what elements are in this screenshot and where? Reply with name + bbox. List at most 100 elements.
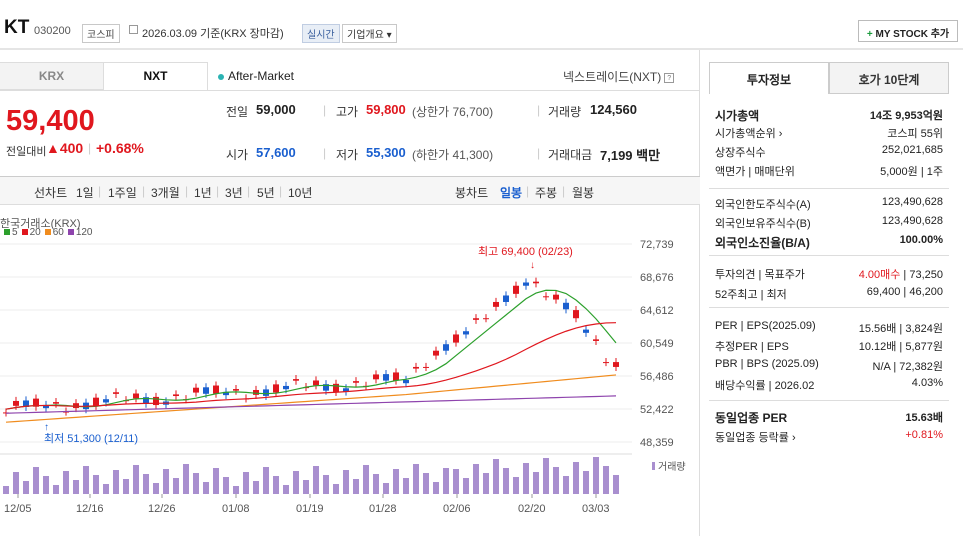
volume-bar [193,473,199,494]
period-1d[interactable]: 1일 [76,186,94,200]
high-value: 59,800 [366,102,406,117]
candle-monthly[interactable]: 월봉 [572,186,595,200]
volume-bar [243,472,249,494]
volume-bar [63,471,69,494]
period-3m[interactable]: 3개월 [151,186,180,200]
corp-overview-dropdown[interactable]: 기업개요 ▾ [342,24,397,43]
volume-bar [433,482,439,494]
x-tick-label: 12/05 [4,503,32,515]
volume-bar [453,469,459,494]
volume-bar [613,475,619,494]
candle-daily[interactable]: 일봉 [500,186,523,200]
volume-bar [473,464,479,494]
current-price: 59,400 [6,105,95,137]
legend-swatch [4,229,10,235]
chart-title: 한국거래소(KRX) [0,218,81,230]
candle-weekly[interactable]: 주봉 [535,186,558,200]
tab-order-book[interactable]: 호가 10단계 [829,62,949,94]
volume-bar [333,484,339,494]
invest-row-value: 5,000원 | 1주 [880,166,943,178]
period-5y[interactable]: 5년 [257,186,275,200]
price-chart[interactable]: 72,739 68,676 64,612 60,549 56,486 52,422 48,3… [0,232,700,536]
change-label: 전일대비 [6,146,47,158]
invest-row-value: 4.00매수 | 73,250 [858,269,943,281]
ma-line [5,289,617,410]
divider: | [526,184,530,198]
volume-bar [133,465,139,494]
candle-body [433,350,439,356]
divider: | [98,184,102,198]
invest-row-label[interactable]: 동일업종 등락률 › [715,432,796,444]
y-tick-label: 68,676 [640,272,674,284]
tab-krx[interactable]: KRX [0,62,104,90]
invest-row-label: 시가총액 [715,109,760,123]
help-icon[interactable]: ? [664,72,675,83]
legend-label: 120 [75,227,93,238]
volume-bar [383,483,389,494]
candle-body [53,402,59,404]
invest-row-label[interactable]: 시가총액순위 › [715,128,783,140]
candle-body [463,331,469,335]
candle-body [583,329,589,333]
candle-body [553,294,559,300]
tab-invest-info[interactable]: 투자정보 [709,62,829,94]
invest-row-label: 추정PER | EPS [715,341,789,353]
candle-chart-label[interactable]: 봉차트 [455,186,489,200]
y-tick-label: 60,549 [640,338,674,350]
volume-bar [393,469,399,494]
tab-nxt[interactable]: NXT [104,62,208,90]
volume-bar [603,466,609,494]
invest-row-value: 252,021,685 [881,144,943,156]
x-tick-label: 01/19 [296,503,324,515]
ma-line [5,374,617,423]
period-10y[interactable]: 10년 [288,186,313,200]
volume-bar [353,479,359,494]
invest-row-value: 123,490,628 [881,196,943,208]
divider: | [247,184,251,198]
divider: | [185,184,189,198]
legend-label: 60 [52,227,64,238]
volume-bar [223,477,229,494]
invest-row-value: +0.81% [905,429,943,441]
line-chart-label[interactable]: 선차트 [34,186,68,200]
volume-bar [13,472,19,494]
change-percent: +0.68% [96,140,144,156]
invest-row-value: 100.00% [899,234,943,246]
divider: | [323,103,327,117]
volume-bar [3,486,9,494]
divider: | [537,103,541,117]
low-value: 55,300 [366,145,406,160]
candle-body [193,387,199,393]
mystock-add-button[interactable]: + MY STOCK 추가 [858,20,958,42]
candle-body [543,296,549,298]
min-label: 최저 51,300 (12/11) [44,432,138,445]
open-value: 57,600 [256,145,296,160]
market-badge: 코스피 [82,24,120,43]
volume-bar [23,481,29,494]
volume-bar [423,473,429,494]
period-toolbar [0,177,700,205]
period-3y[interactable]: 3년 [225,186,243,200]
prev-value: 59,000 [256,102,296,117]
invest-row-value: 10.12배 | 5,877원 [858,341,943,353]
candle-body [383,374,389,381]
nextrade-link[interactable]: 넥스트레이드(NXT)? [563,68,675,85]
quote-panel [0,50,700,536]
plus-icon: + [866,29,873,40]
period-1y[interactable]: 1년 [194,186,212,200]
realtime-button[interactable]: 실시간 [302,24,340,43]
divider: | [216,184,220,198]
x-tick-label: 01/28 [369,503,397,515]
y-tick-label: 52,422 [640,404,674,416]
volume-bar [583,471,589,494]
invest-row-label: 외국인보유주식수(B) [715,218,811,230]
volume-bar [113,470,119,494]
candle-body [393,372,399,381]
after-market-label: After-Market [218,69,294,83]
period-1w[interactable]: 1주일 [108,186,137,200]
status-dot-icon [218,73,224,80]
invest-row-value: N/A | 72,382원 [872,361,943,373]
candle-body [273,384,279,393]
invest-row-label: 외국인소진율(B/A) [715,236,810,250]
volume-bar [173,478,179,494]
